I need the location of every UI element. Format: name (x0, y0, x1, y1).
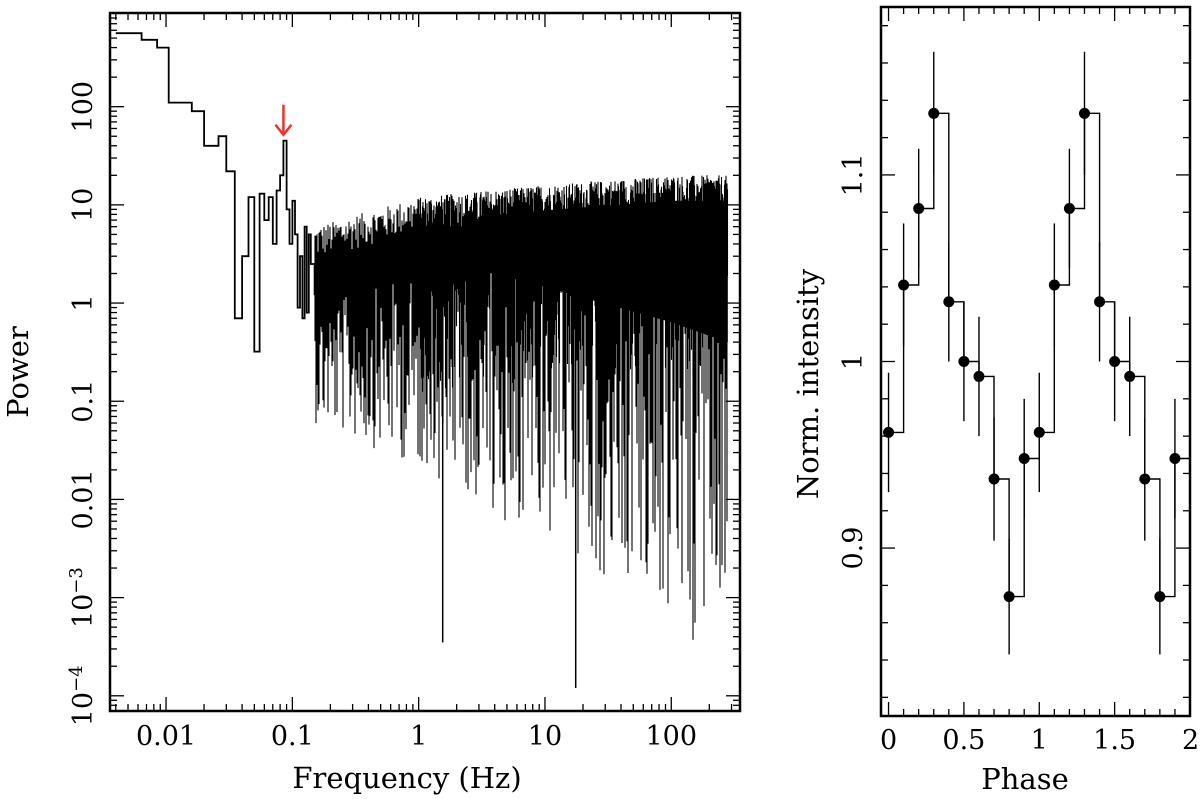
x-tick-label: 0.01 (136, 721, 196, 752)
data-point (913, 203, 925, 215)
light-curve-y-title: Norm. intensity (791, 268, 825, 499)
y-tick-label: 10 (68, 188, 99, 222)
light-curve-series (883, 51, 1190, 655)
data-point (1063, 203, 1075, 215)
data-point (898, 279, 910, 291)
light-curve-x-title: Phase (981, 762, 1069, 796)
x-tick-label: 1 (410, 721, 427, 752)
data-point (1109, 356, 1121, 367)
x-tick-label: 2 (1182, 725, 1199, 756)
y-tick-label: 10−4 (66, 665, 99, 726)
y-tick-label: 100 (68, 81, 99, 133)
light-curve-ticks (881, 7, 1191, 716)
data-point (1018, 453, 1030, 465)
y-tick-label: 0.01 (68, 469, 99, 529)
power-spectrum-panel: 0.01 0.1 1 10 100 100 10 1 0.1 0.01 10−3 10−4 Freq… (1, 11, 742, 795)
y-tick-label: 1 (838, 353, 869, 370)
power-spectrum-y-title: Power (1, 326, 35, 418)
data-point (1154, 591, 1166, 603)
data-point (1003, 591, 1015, 603)
low-frequency-steps (115, 32, 316, 353)
qpo-annotation (274, 104, 293, 137)
x-tick-label: 100 (646, 721, 698, 752)
light-curve-panel: 0 0.5 1 1.5 2 0.9 1 1.1 Phase Norm. intensity (791, 5, 1199, 796)
light-curve-y-tick-labels: 0.9 1 1.1 (838, 153, 869, 569)
data-point (973, 370, 985, 382)
y-tick-label: 10−3 (66, 567, 99, 628)
data-point (1169, 453, 1181, 465)
data-point (1094, 296, 1106, 308)
light-curve-frame (879, 5, 1192, 718)
qpo-arrow (274, 104, 293, 137)
x-tick-label: 1 (1031, 725, 1048, 756)
high-frequency-core (478, 200, 728, 342)
data-point (883, 426, 895, 438)
qpo-arrow-head (274, 123, 293, 137)
power-spectrum-x-title: Frequency (Hz) (292, 761, 521, 795)
y-tick-label: 1.1 (838, 153, 869, 196)
x-tick-label: 0.5 (942, 725, 985, 756)
x-tick-label: 10 (528, 721, 562, 752)
data-point (928, 107, 940, 119)
x-tick-label: 0 (880, 725, 897, 756)
data-point (1033, 426, 1045, 438)
data-point (1078, 107, 1090, 119)
power-spectrum-series (115, 32, 729, 688)
data-point (1139, 473, 1151, 485)
light-curve-x-tick-labels: 0 0.5 1 1.5 2 (880, 725, 1199, 756)
y-tick-label: 0.1 (68, 380, 99, 423)
data-point (988, 473, 1000, 485)
data-point (958, 356, 970, 367)
power-spectrum-y-tick-labels: 100 10 1 0.1 0.01 10−3 10−4 (66, 81, 99, 726)
x-tick-label: 0.1 (271, 721, 314, 752)
y-tick-label: 1 (68, 294, 99, 311)
y-tick-label: 0.9 (838, 527, 869, 570)
power-spectrum-frame (108, 11, 742, 713)
x-tick-label: 1.5 (1093, 725, 1136, 756)
power-spectrum-x-tick-labels: 0.01 0.1 1 10 100 (136, 721, 697, 752)
data-point (1048, 279, 1060, 291)
data-point (943, 296, 955, 308)
data-point (1124, 370, 1136, 382)
